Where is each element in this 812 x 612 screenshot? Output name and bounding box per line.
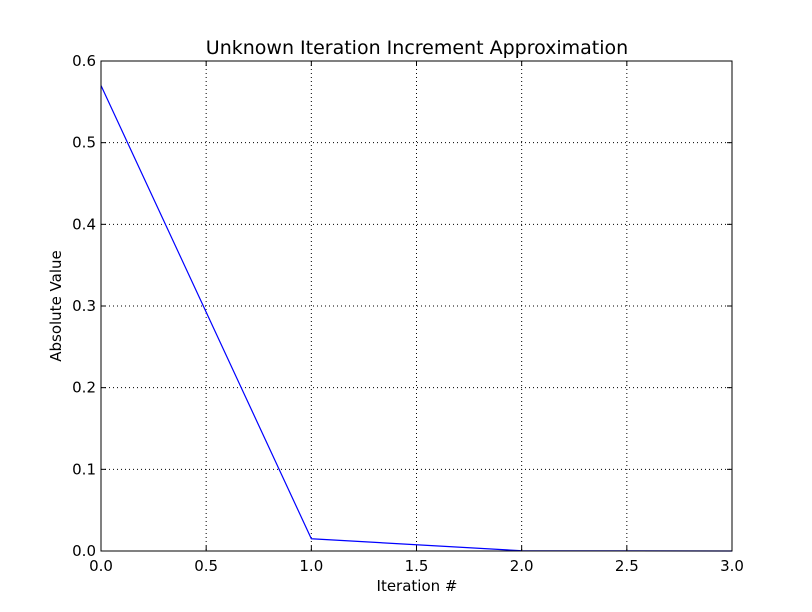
x-tick-label: 2.5 [615,557,639,575]
y-tick-label: 0.1 [72,460,96,478]
y-tick-label: 0.0 [72,542,96,560]
ticks-layer [100,60,733,552]
x-tick-label: 3.0 [720,557,744,575]
chart-title: Unknown Iteration Increment Approximatio… [206,37,628,59]
y-axis-label: Absolute Value [47,250,65,362]
x-tick-label: 1.5 [405,557,429,575]
x-tick-label: 0.0 [89,557,113,575]
tick-labels-layer: 0.0 0.5 1.0 1.5 2.0 2.5 3.0 0.0 0.1 0.2 0.3 0.4 0.5 0… [72,52,744,575]
y-tick-label: 0.2 [72,379,96,397]
x-tick-label: 0.5 [194,557,218,575]
x-tick-label: 2.0 [510,557,534,575]
y-tick-label: 0.3 [72,297,96,315]
y-tick-label: 0.4 [72,215,96,233]
x-axis-label: Iteration # [377,577,458,595]
x-tick-label: 1.0 [299,557,323,575]
y-tick-label: 0.6 [72,52,96,70]
y-tick-label: 0.5 [72,134,96,152]
